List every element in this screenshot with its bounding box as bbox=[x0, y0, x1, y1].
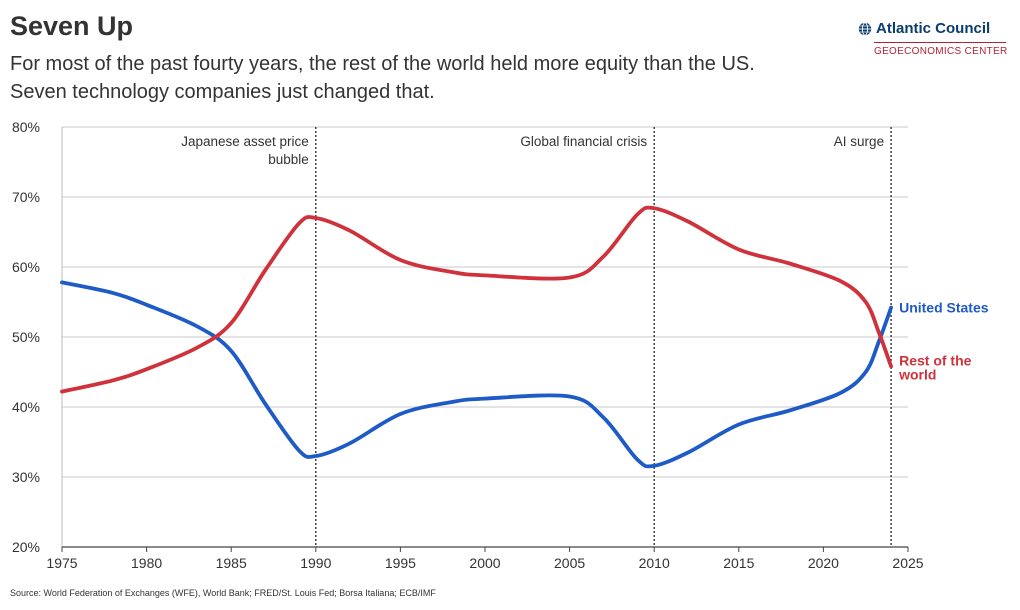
x-tick-label: 2000 bbox=[469, 555, 500, 571]
logo-divider bbox=[874, 42, 1006, 43]
x-tick-label: 1975 bbox=[46, 555, 77, 571]
y-tick-label: 50% bbox=[12, 329, 40, 345]
series-label: United States bbox=[899, 300, 989, 316]
series-label: world bbox=[898, 366, 936, 382]
chart-subtitle: For most of the past fourty years, the r… bbox=[10, 50, 870, 106]
series-label: Rest of the bbox=[899, 352, 972, 368]
x-tick-label: 1990 bbox=[300, 555, 331, 571]
axes: 20% 30% 40% 50% 60% 70% 80% 1975 1980 1985 1990 199… bbox=[12, 119, 924, 571]
event-label: AI surge bbox=[834, 134, 884, 149]
x-tick-label: 1985 bbox=[216, 555, 247, 571]
event-label: bubble bbox=[268, 152, 309, 167]
globe-icon bbox=[858, 22, 872, 36]
x-tick-label: 1980 bbox=[131, 555, 162, 571]
subtitle-line-1: For most of the past fourty years, the r… bbox=[10, 53, 755, 75]
x-tick-label: 2025 bbox=[892, 555, 923, 571]
series-line-rest-of-the-world bbox=[60, 205, 893, 394]
x-tick-label: 1995 bbox=[385, 555, 416, 571]
y-tick-label: 40% bbox=[12, 399, 40, 415]
x-tick-label: 2020 bbox=[808, 555, 839, 571]
logo-top-row: Atlantic Council bbox=[858, 20, 1010, 38]
event-label: Japanese asset price bbox=[181, 134, 309, 149]
series-line-united-states bbox=[60, 280, 893, 469]
x-tick-label: 2010 bbox=[639, 555, 670, 571]
subtitle-line-2: Seven technology companies just changed … bbox=[10, 81, 435, 103]
y-tick-label: 70% bbox=[12, 189, 40, 205]
event-annotations: Japanese asset price bubble Global financi… bbox=[181, 127, 892, 547]
x-tick-label: 2015 bbox=[723, 555, 754, 571]
logo-name: Atlantic Council bbox=[876, 20, 991, 37]
y-tick-label: 80% bbox=[12, 119, 40, 135]
event-label: Global financial crisis bbox=[520, 134, 647, 149]
series-lines bbox=[60, 205, 893, 469]
atlantic-council-logo: Atlantic Council GEOECONOMICS CENTER bbox=[858, 20, 1010, 58]
logo-subtitle: GEOECONOMICS CENTER bbox=[874, 46, 1008, 57]
grid-lines bbox=[62, 126, 908, 548]
y-tick-label: 60% bbox=[12, 259, 40, 275]
x-tick-label: 2005 bbox=[554, 555, 585, 571]
y-tick-label: 20% bbox=[12, 539, 40, 555]
chart-title: Seven Up bbox=[10, 11, 134, 41]
y-tick-label: 30% bbox=[12, 469, 40, 485]
source-note: Source: World Federation of Exchanges (W… bbox=[10, 588, 436, 598]
